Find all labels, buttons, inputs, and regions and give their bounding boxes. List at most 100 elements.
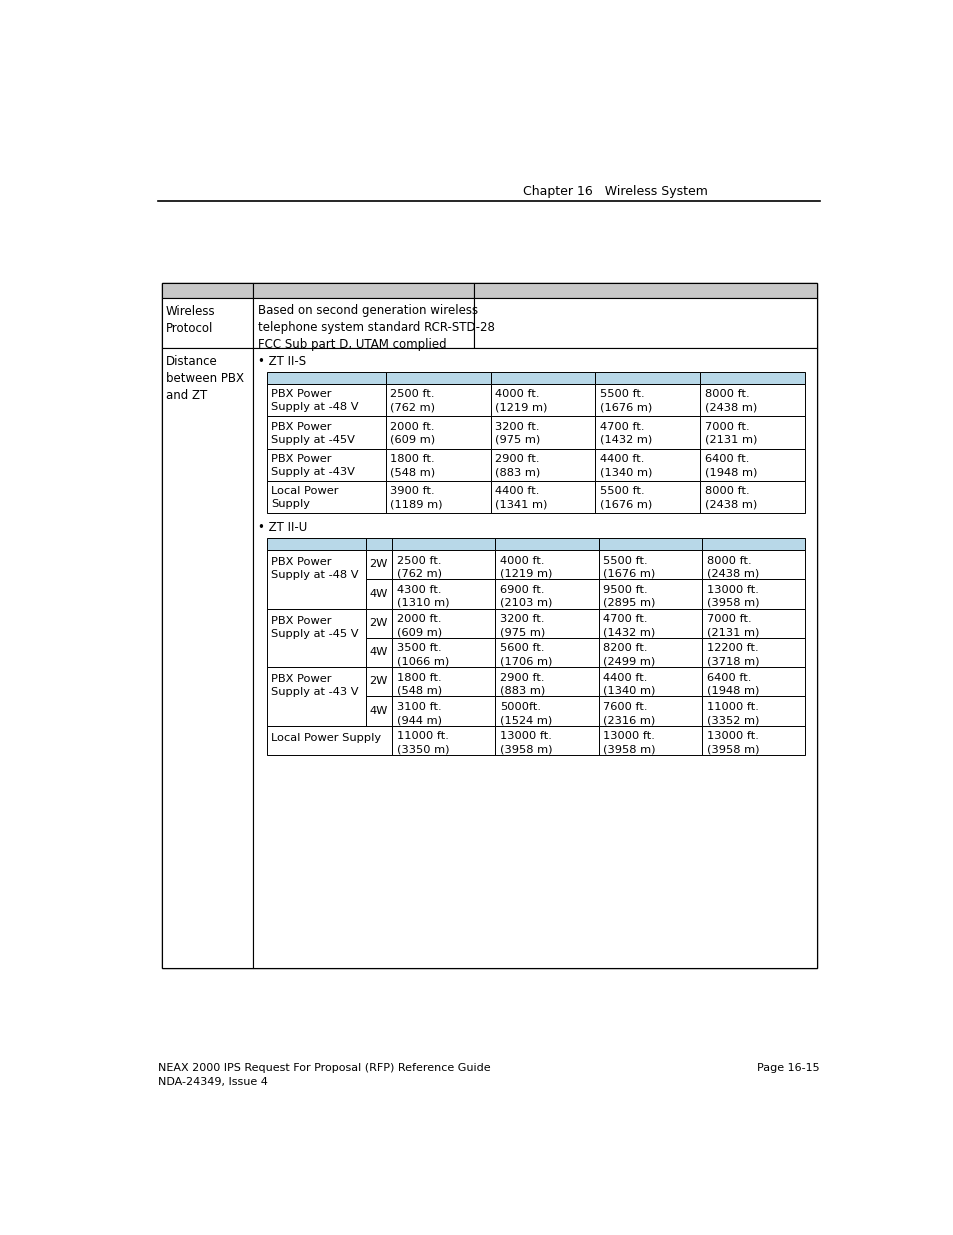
Text: 5000ft.
(1524 m): 5000ft. (1524 m) <box>499 701 552 725</box>
Text: 6400 ft.
(1948 m): 6400 ft. (1948 m) <box>704 454 757 477</box>
Bar <box>701 667 804 697</box>
Text: 8000 ft.
(2438 m): 8000 ft. (2438 m) <box>704 487 757 509</box>
Text: 4700 ft.
(1432 m): 4700 ft. (1432 m) <box>602 614 655 637</box>
Text: 8000 ft.
(2438 m): 8000 ft. (2438 m) <box>704 389 757 412</box>
Text: 7000 ft.
(2131 m): 7000 ft. (2131 m) <box>706 614 758 637</box>
Text: • ZT II-S: • ZT II-S <box>257 354 306 368</box>
Bar <box>162 348 253 968</box>
Text: 2W: 2W <box>369 618 388 627</box>
Text: 5600 ft.
(1706 m): 5600 ft. (1706 m) <box>499 643 552 667</box>
Text: 12200 ft.
(3718 m): 12200 ft. (3718 m) <box>706 643 759 667</box>
Bar <box>495 609 598 638</box>
Bar <box>598 537 701 550</box>
Bar <box>267 416 385 448</box>
Text: 4300 ft.
(1310 m): 4300 ft. (1310 m) <box>396 585 449 608</box>
Text: 2W: 2W <box>369 559 388 569</box>
Text: 8000 ft.
(2438 m): 8000 ft. (2438 m) <box>706 556 758 579</box>
Text: Based on second generation wireless
telephone system standard RCR-STD-28
FCC Sub: Based on second generation wireless tele… <box>257 304 495 351</box>
Text: 8200 ft.
(2499 m): 8200 ft. (2499 m) <box>602 643 655 667</box>
Bar <box>495 579 598 609</box>
Bar <box>701 579 804 609</box>
Bar <box>392 638 495 667</box>
Bar <box>253 283 474 299</box>
Text: 1800 ft.
(548 m): 1800 ft. (548 m) <box>390 454 436 477</box>
Bar <box>495 667 598 697</box>
Bar <box>162 283 253 299</box>
Bar <box>267 550 366 609</box>
Text: 4700 ft.
(1432 m): 4700 ft. (1432 m) <box>599 421 652 445</box>
Bar <box>392 697 495 726</box>
Bar <box>595 480 700 514</box>
Text: 4400 ft.
(1340 m): 4400 ft. (1340 m) <box>599 454 652 477</box>
Bar <box>495 638 598 667</box>
Bar <box>598 609 701 638</box>
Bar <box>267 480 385 514</box>
Text: 2000 ft.
(609 m): 2000 ft. (609 m) <box>390 421 436 445</box>
Text: 2900 ft.
(883 m): 2900 ft. (883 m) <box>495 454 540 477</box>
Bar <box>366 667 392 697</box>
Text: PBX Power
Supply at -43V: PBX Power Supply at -43V <box>271 454 355 477</box>
Bar <box>366 579 392 609</box>
Text: 5500 ft.
(1676 m): 5500 ft. (1676 m) <box>599 487 652 509</box>
Bar <box>392 579 495 609</box>
Bar <box>392 667 495 697</box>
Text: 4400 ft.
(1340 m): 4400 ft. (1340 m) <box>602 673 655 695</box>
Bar <box>495 697 598 726</box>
Text: 11000 ft.
(3350 m): 11000 ft. (3350 m) <box>396 731 449 755</box>
Text: 7600 ft.
(2316 m): 7600 ft. (2316 m) <box>602 701 655 725</box>
Text: 3200 ft.
(975 m): 3200 ft. (975 m) <box>495 421 540 445</box>
Bar <box>700 480 804 514</box>
Bar <box>392 726 495 755</box>
Text: PBX Power
Supply at -48 V: PBX Power Supply at -48 V <box>271 389 358 412</box>
Bar <box>490 384 595 416</box>
Bar <box>366 609 392 638</box>
Bar <box>598 579 701 609</box>
Text: 13000 ft.
(3958 m): 13000 ft. (3958 m) <box>499 731 552 755</box>
Text: 4400 ft.
(1341 m): 4400 ft. (1341 m) <box>495 487 547 509</box>
Bar <box>701 550 804 579</box>
Bar <box>701 726 804 755</box>
Text: Chapter 16   Wireless System: Chapter 16 Wireless System <box>523 185 707 198</box>
Text: 3900 ft.
(1189 m): 3900 ft. (1189 m) <box>390 487 442 509</box>
Bar <box>495 726 598 755</box>
Text: 13000 ft.
(3958 m): 13000 ft. (3958 m) <box>706 731 759 755</box>
Bar <box>392 550 495 579</box>
Bar <box>385 416 490 448</box>
Bar <box>392 537 495 550</box>
Bar <box>474 283 816 299</box>
Bar <box>495 550 598 579</box>
Bar <box>267 448 385 480</box>
Bar <box>474 299 816 348</box>
Bar <box>385 384 490 416</box>
Bar <box>385 372 490 384</box>
Bar <box>700 372 804 384</box>
Text: 2W: 2W <box>369 677 388 687</box>
Bar <box>267 384 385 416</box>
Bar <box>490 448 595 480</box>
Bar <box>490 372 595 384</box>
Text: 4W: 4W <box>369 647 388 657</box>
Bar <box>267 537 366 550</box>
Bar <box>595 384 700 416</box>
Bar <box>267 609 366 667</box>
Text: 6900 ft.
(2103 m): 6900 ft. (2103 m) <box>499 585 552 608</box>
Text: PBX Power
Supply at -48 V: PBX Power Supply at -48 V <box>271 557 358 580</box>
Bar <box>595 372 700 384</box>
Text: 3100 ft.
(944 m): 3100 ft. (944 m) <box>396 701 441 725</box>
Text: 13000 ft.
(3958 m): 13000 ft. (3958 m) <box>706 585 759 608</box>
Bar <box>366 697 392 726</box>
Bar <box>701 697 804 726</box>
Text: Local Power Supply: Local Power Supply <box>271 734 381 743</box>
Text: PBX Power
Supply at -45V: PBX Power Supply at -45V <box>271 421 355 445</box>
Text: 7000 ft.
(2131 m): 7000 ft. (2131 m) <box>704 421 757 445</box>
Bar <box>385 480 490 514</box>
Text: 5500 ft.
(1676 m): 5500 ft. (1676 m) <box>599 389 652 412</box>
Text: 9500 ft.
(2895 m): 9500 ft. (2895 m) <box>602 585 655 608</box>
Text: 1800 ft.
(548 m): 1800 ft. (548 m) <box>396 673 441 695</box>
Text: 3500 ft.
(1066 m): 3500 ft. (1066 m) <box>396 643 449 667</box>
Bar <box>595 448 700 480</box>
Bar <box>366 550 392 579</box>
Bar <box>267 372 385 384</box>
Bar <box>267 726 392 755</box>
Text: NEAX 2000 IPS Request For Proposal (RFP) Reference Guide
NDA-24349, Issue 4: NEAX 2000 IPS Request For Proposal (RFP)… <box>158 1063 490 1087</box>
